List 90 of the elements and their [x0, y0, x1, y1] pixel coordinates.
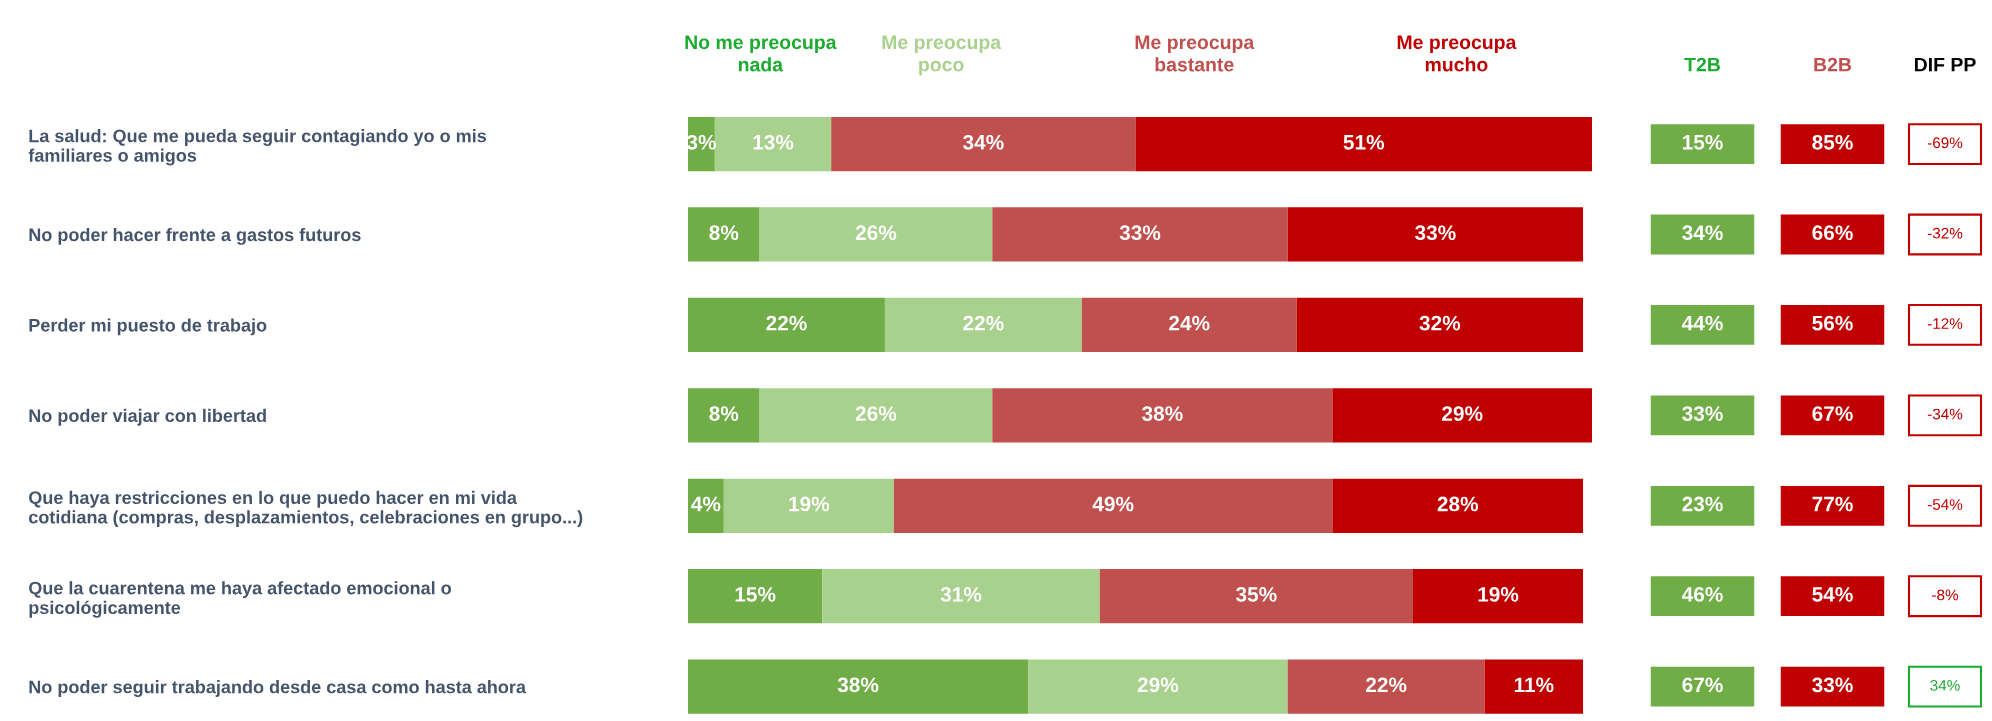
bar	[1028, 659, 1288, 714]
text: Me preocupa bastante	[1135, 35, 1255, 72]
text: 44%	[1681, 315, 1723, 331]
bar	[759, 388, 993, 443]
bar	[1081, 297, 1297, 353]
y-tick-label: Que la cuarentena me haya afectado emocional o psicológicamente	[29, 581, 452, 618]
bar	[822, 569, 1100, 624]
y-tick-label: No poder hacer frente a gastos futuros	[29, 227, 361, 245]
text: Me preocupa mucho	[1397, 35, 1517, 72]
text: DIF PP	[1914, 57, 1976, 72]
data-label: 51%	[1343, 134, 1385, 150]
text: -34%	[1927, 408, 1963, 420]
text: -12%	[1927, 318, 1963, 329]
text: 34%	[1930, 679, 1960, 691]
bar	[992, 207, 1288, 262]
data-label: 32%	[1419, 315, 1461, 331]
bar	[688, 297, 885, 353]
bar	[688, 569, 823, 624]
data-label: 33%	[1415, 225, 1456, 241]
text: 54%	[1812, 587, 1853, 602]
data-label: 38%	[1142, 406, 1183, 421]
data-label: 22%	[1366, 677, 1407, 693]
data-label: 3%	[686, 134, 716, 150]
data-label: 26%	[855, 225, 897, 241]
data-label: 19%	[1478, 587, 1519, 602]
bar	[759, 207, 993, 262]
data-label: 8%	[709, 406, 739, 421]
bar	[714, 116, 832, 172]
text: -69%	[1927, 137, 1963, 149]
data-label: 13%	[753, 134, 794, 150]
bar	[1412, 569, 1584, 624]
data-label: 22%	[766, 315, 807, 331]
data-label: 19%	[789, 496, 830, 512]
text: 33%	[1812, 677, 1853, 693]
bar	[1332, 478, 1584, 533]
text: No me preocupa nada	[685, 35, 837, 72]
text: 33%	[1682, 406, 1723, 421]
data-label: 29%	[1137, 677, 1179, 693]
bar	[831, 116, 1136, 172]
bar	[992, 388, 1333, 443]
y-tick-label: Que haya restricciones en lo que puedo hacer en mi vida cotidiana (compras, desplazamientos, celebraciones en grupo...)	[28, 490, 583, 528]
text: 23%	[1682, 496, 1723, 512]
y-tick-label: No poder seguir trabajando desde casa como hasta ahora	[29, 680, 527, 697]
text: -8%	[1932, 589, 1959, 601]
y-tick-label: Perder mi puesto de trabajo	[29, 318, 267, 336]
text: -32%	[1927, 227, 1963, 239]
text: Me preocupa poco	[882, 35, 1002, 76]
data-label: 31%	[940, 587, 982, 602]
bar	[688, 478, 724, 533]
data-label: 38%	[837, 677, 879, 693]
bar	[688, 388, 760, 443]
text: 77%	[1812, 496, 1853, 512]
text: 67%	[1812, 406, 1853, 421]
bar	[1287, 659, 1485, 714]
text: -54%	[1927, 499, 1963, 510]
y-tick-label: La salud: Que me pueda seguir contagiando yo o mis familiares o amigos	[28, 129, 487, 166]
bar	[723, 478, 894, 533]
data-label: 35%	[1235, 587, 1277, 602]
text: 56%	[1812, 315, 1853, 331]
text: 46%	[1681, 587, 1723, 602]
data-label: 29%	[1442, 406, 1483, 421]
text: B2B	[1814, 57, 1852, 72]
bar	[1484, 659, 1584, 714]
data-label: 34%	[963, 134, 1004, 150]
data-label: 26%	[855, 406, 897, 421]
text: 15%	[1682, 134, 1723, 150]
data-label: 28%	[1437, 496, 1479, 512]
bar	[688, 207, 760, 262]
text: T2B	[1684, 57, 1720, 72]
bar	[688, 659, 1029, 714]
data-label: 15%	[735, 587, 776, 602]
data-label: 22%	[963, 315, 1004, 331]
text: 67%	[1682, 677, 1723, 693]
data-label: 11%	[1514, 677, 1554, 693]
data-label: 4%	[691, 496, 721, 512]
text: 85%	[1812, 134, 1853, 150]
bar	[893, 478, 1333, 533]
data-label: 24%	[1169, 315, 1210, 331]
data-label: 8%	[709, 225, 739, 241]
text: 34%	[1682, 225, 1723, 241]
y-tick-label: No poder viajar con libertad	[29, 408, 266, 426]
bar	[1135, 116, 1592, 172]
bar	[1332, 388, 1592, 443]
bar	[1296, 297, 1584, 353]
bar	[884, 297, 1082, 353]
data-label: 33%	[1119, 225, 1161, 241]
bar	[1287, 207, 1584, 262]
data-label: 49%	[1092, 496, 1134, 512]
bar	[1099, 569, 1413, 624]
text: 66%	[1812, 225, 1853, 241]
